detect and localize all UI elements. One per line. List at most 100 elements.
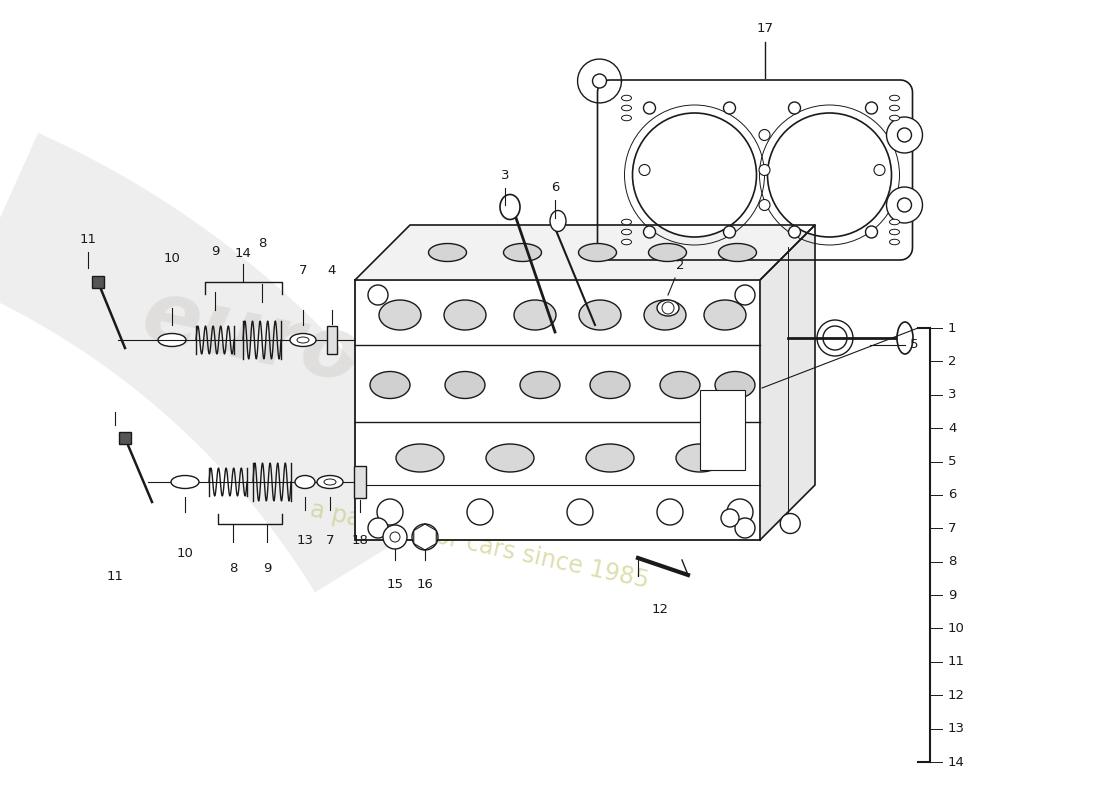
Circle shape [662, 302, 674, 314]
Text: 3: 3 [500, 169, 509, 182]
Circle shape [720, 509, 739, 527]
Text: 10: 10 [177, 547, 194, 560]
Ellipse shape [890, 239, 900, 245]
Text: 8: 8 [948, 555, 956, 568]
Ellipse shape [520, 371, 560, 398]
Ellipse shape [370, 371, 410, 398]
Text: 17: 17 [757, 22, 773, 35]
Circle shape [644, 226, 656, 238]
Circle shape [780, 514, 801, 534]
Ellipse shape [297, 337, 309, 343]
Text: 7: 7 [326, 534, 334, 547]
Text: 13: 13 [948, 722, 965, 735]
Ellipse shape [446, 371, 485, 398]
Text: 14: 14 [948, 755, 965, 769]
Ellipse shape [158, 334, 186, 346]
Ellipse shape [170, 475, 199, 489]
Ellipse shape [890, 95, 900, 101]
Ellipse shape [324, 479, 336, 485]
Circle shape [412, 524, 438, 550]
Ellipse shape [718, 243, 757, 262]
Circle shape [789, 226, 801, 238]
Text: 11: 11 [107, 570, 123, 583]
Ellipse shape [550, 210, 566, 231]
Ellipse shape [621, 230, 631, 234]
Text: 2: 2 [675, 259, 684, 272]
Text: 12: 12 [948, 689, 965, 702]
Circle shape [759, 165, 770, 175]
Bar [355, 280, 760, 540]
Text: 15: 15 [386, 578, 404, 591]
Ellipse shape [890, 115, 900, 121]
Text: 7: 7 [948, 522, 957, 535]
Text: 10: 10 [948, 622, 965, 635]
Circle shape [768, 113, 891, 237]
Ellipse shape [586, 444, 634, 472]
Text: 9: 9 [948, 589, 956, 602]
Circle shape [759, 130, 770, 141]
Circle shape [368, 518, 388, 538]
Bar [119, 432, 131, 444]
Text: 9: 9 [263, 562, 272, 575]
Circle shape [657, 499, 683, 525]
Text: 9: 9 [211, 245, 219, 258]
Ellipse shape [715, 371, 755, 398]
Ellipse shape [890, 230, 900, 234]
Circle shape [390, 532, 400, 542]
Ellipse shape [704, 300, 746, 330]
Circle shape [887, 187, 923, 223]
Circle shape [735, 518, 755, 538]
Circle shape [789, 102, 801, 114]
Circle shape [468, 499, 493, 525]
Text: eurocarparts: eurocarparts [134, 274, 766, 486]
Text: 16: 16 [417, 578, 433, 591]
Text: 4: 4 [328, 264, 337, 277]
Circle shape [887, 117, 923, 153]
Ellipse shape [621, 115, 631, 121]
Ellipse shape [621, 219, 631, 225]
Text: 1: 1 [948, 322, 957, 334]
Ellipse shape [295, 475, 315, 489]
Bar [354, 466, 366, 498]
Circle shape [898, 128, 912, 142]
Bar [327, 326, 337, 354]
Text: 7: 7 [299, 264, 307, 277]
Circle shape [377, 499, 403, 525]
Ellipse shape [621, 106, 631, 110]
Circle shape [639, 165, 650, 175]
Ellipse shape [660, 371, 700, 398]
Ellipse shape [657, 300, 679, 316]
Polygon shape [355, 225, 815, 280]
Circle shape [724, 102, 736, 114]
Polygon shape [0, 133, 460, 592]
Ellipse shape [444, 300, 486, 330]
Circle shape [632, 113, 757, 237]
Circle shape [866, 102, 878, 114]
Ellipse shape [486, 444, 534, 472]
Polygon shape [597, 80, 913, 260]
Bar [700, 390, 745, 470]
Ellipse shape [890, 219, 900, 225]
Ellipse shape [579, 300, 621, 330]
Ellipse shape [896, 322, 913, 354]
Ellipse shape [396, 444, 444, 472]
Ellipse shape [579, 243, 616, 262]
Text: 4: 4 [948, 422, 956, 434]
Text: 13: 13 [297, 534, 313, 547]
Text: 3: 3 [948, 388, 957, 402]
Polygon shape [760, 225, 815, 540]
Circle shape [724, 226, 736, 238]
Circle shape [644, 102, 656, 114]
Ellipse shape [621, 239, 631, 245]
Ellipse shape [621, 95, 631, 101]
Text: 12: 12 [651, 603, 669, 616]
Ellipse shape [890, 106, 900, 110]
Ellipse shape [644, 300, 686, 330]
Circle shape [759, 199, 770, 210]
Ellipse shape [676, 444, 724, 472]
Ellipse shape [514, 300, 556, 330]
Text: 5: 5 [910, 338, 918, 351]
Ellipse shape [500, 194, 520, 219]
Circle shape [874, 165, 886, 175]
Bar [92, 276, 104, 288]
